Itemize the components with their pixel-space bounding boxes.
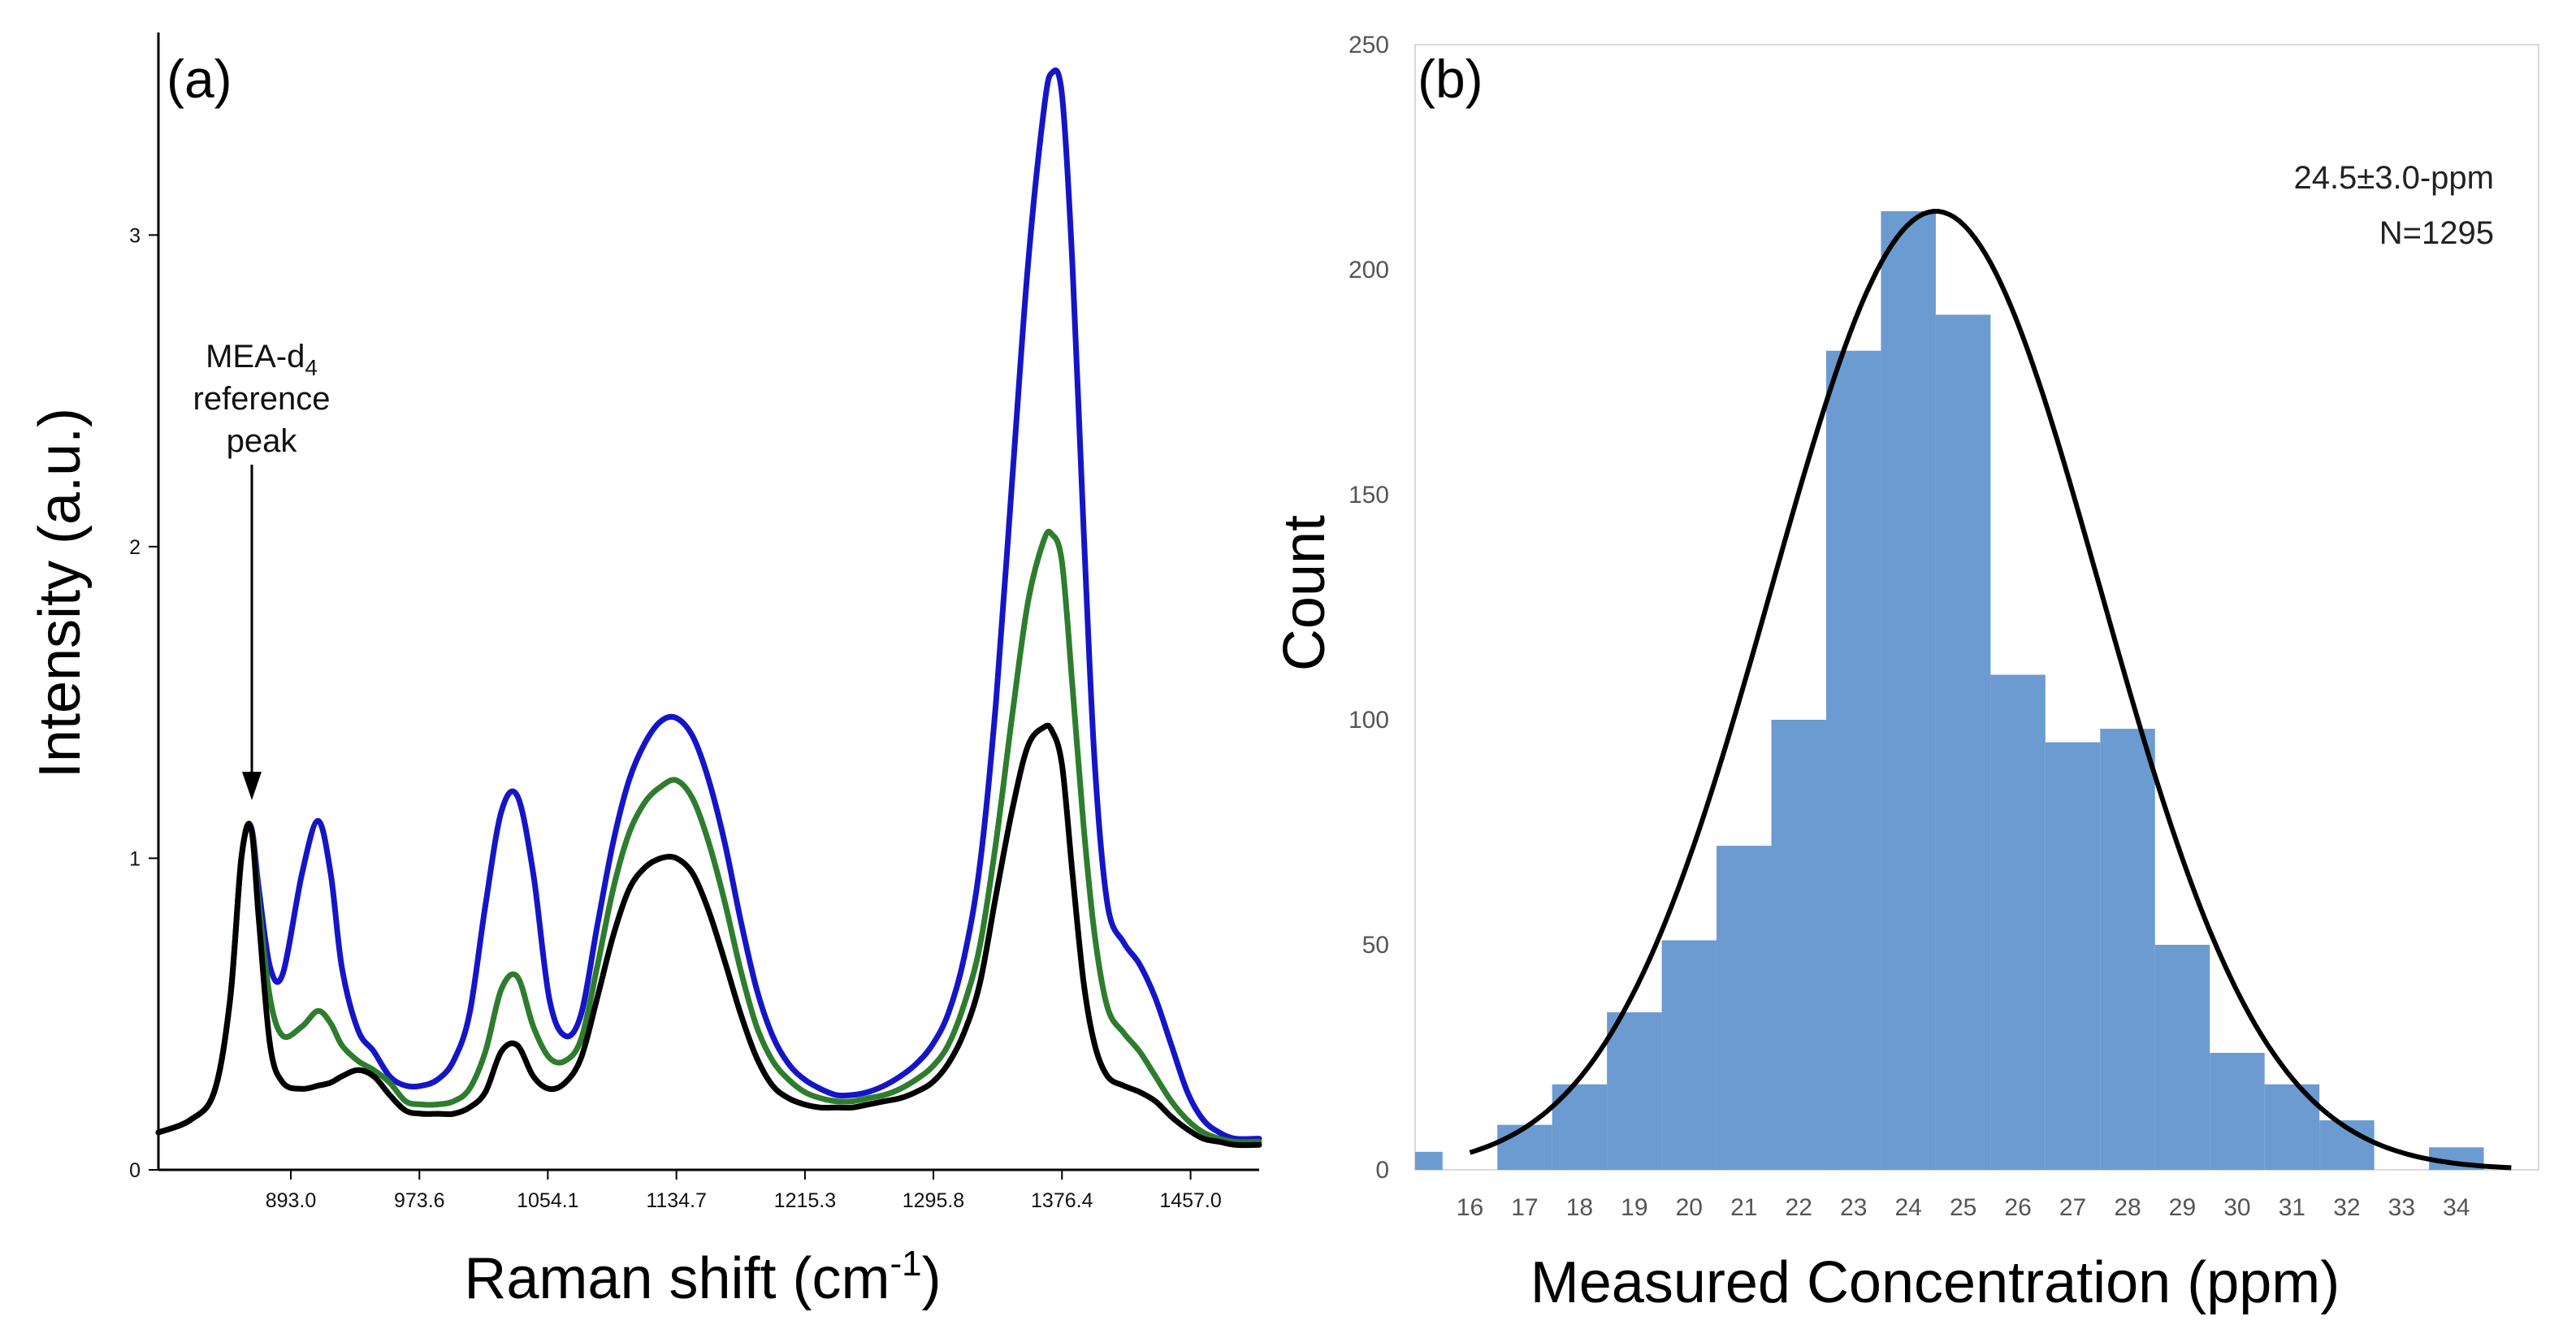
panel-a-raman-spectra: 893.0 973.6 1054.1 1134.7 1215.3 1295.8 1376.4… <box>28 32 1262 1311</box>
annotation-line-2: reference <box>193 381 331 417</box>
panel-a-y-ticks: 0 1 2 3 <box>129 224 158 1182</box>
panel-a-axes <box>157 32 1259 1171</box>
panel-b-x-axis-title: Measured Concentration (ppm) <box>1530 1250 2340 1315</box>
x-tick-label: 1215.3 <box>774 1189 836 1212</box>
x-tick-label: 1376.4 <box>1031 1189 1093 1212</box>
y-tick-label: 250 <box>1349 32 1389 58</box>
histogram-bar <box>1607 1012 1662 1170</box>
histogram-bar <box>1497 1124 1552 1170</box>
x-tick-label: 893.0 <box>266 1189 317 1212</box>
y-tick-label: 150 <box>1349 482 1389 509</box>
panel-a-label: (a) <box>167 49 232 109</box>
panel-b-x-ticks: 16 17 18 19 20 21 22 23 24 25 26 27 28 29 30 31 32 33 34 <box>1457 1194 2470 1221</box>
histogram-bar <box>1881 210 1936 1171</box>
x-tick-label: 27 <box>2059 1194 2086 1221</box>
histogram-bars <box>1415 210 2484 1171</box>
x-tick-label: 26 <box>2004 1194 2031 1221</box>
histogram-bar <box>2210 1052 2265 1170</box>
panel-a-y-axis-title: Intensity (a.u.) <box>28 408 93 778</box>
y-tick-label: 3 <box>129 224 141 247</box>
x-tick-label: 29 <box>2169 1194 2196 1221</box>
y-tick-label: 1 <box>129 847 141 870</box>
panel-a-x-ticks: 893.0 973.6 1054.1 1134.7 1215.3 1295.8 1376.4… <box>266 1170 1222 1212</box>
x-tick-label: 1134.7 <box>646 1189 707 1212</box>
gaussian-fit-curve <box>1469 209 2512 1171</box>
histogram-bar <box>1661 940 1717 1170</box>
x-tick-label: 21 <box>1730 1194 1757 1221</box>
x-tick-label: 24 <box>1894 1194 1921 1221</box>
y-tick-label: 100 <box>1349 707 1389 734</box>
histogram-bar <box>1825 350 1881 1171</box>
x-tick-label: 31 <box>2279 1194 2305 1221</box>
reference-peak-annotation: MEA-d4 reference peak <box>193 339 331 800</box>
x-tick-label: 973.6 <box>394 1189 445 1212</box>
x-tick-label: 18 <box>1566 1194 1593 1221</box>
histogram-bar <box>1717 846 1772 1170</box>
x-tick-label: 19 <box>1621 1194 1647 1221</box>
x-tick-label: 25 <box>1950 1194 1976 1221</box>
x-tick-label: 32 <box>2333 1194 2360 1221</box>
x-tick-label: 22 <box>1786 1194 1812 1221</box>
x-tick-label: 1457.0 <box>1159 1189 1221 1212</box>
histogram-bar <box>1415 1151 1443 1170</box>
histogram-bar <box>1771 720 1826 1170</box>
x-tick-label: 33 <box>2388 1194 2415 1221</box>
x-tick-label: 34 <box>2443 1194 2470 1221</box>
histogram-bar <box>1990 674 2046 1170</box>
spectrum-line-black <box>155 722 1262 1149</box>
x-tick-label: 1054.1 <box>517 1189 578 1212</box>
x-tick-label: 20 <box>1676 1194 1703 1221</box>
panel-b-histogram: 16 17 18 19 20 21 22 23 24 25 26 27 28 29 30 31 32 33 34 0… <box>1272 32 2539 1315</box>
histogram-bar <box>2045 742 2101 1170</box>
panel-b-y-ticks: 0 50 100 150 200 250 <box>1349 32 1389 1184</box>
panel-b-y-axis-title: Count <box>1272 515 1337 671</box>
x-tick-label: 30 <box>2223 1194 2250 1221</box>
annotation-line-1: MEA-d4 <box>206 339 318 380</box>
panel-b-label: (b) <box>1418 49 1483 109</box>
spectrum-line-green <box>155 528 1262 1145</box>
annotation-line-3: peak <box>227 423 298 459</box>
y-tick-label: 2 <box>129 536 141 559</box>
x-tick-label: 28 <box>2114 1194 2141 1221</box>
annotation-arrow-head <box>242 772 262 800</box>
y-tick-label: 0 <box>1375 1157 1389 1184</box>
histogram-bar <box>2154 945 2210 1170</box>
x-tick-label: 1295.8 <box>903 1189 964 1212</box>
x-tick-label: 23 <box>1840 1194 1867 1221</box>
histogram-bar <box>1935 314 1991 1170</box>
y-tick-label: 0 <box>129 1159 141 1182</box>
x-tick-label: 16 <box>1457 1194 1483 1221</box>
spectra-series-group <box>155 67 1262 1149</box>
panel-a-x-axis-title: Raman shift (cm-1) <box>464 1244 941 1311</box>
spectrum-line-blue <box>155 67 1262 1142</box>
stats-mean-sd: 24.5±3.0-ppm <box>2293 160 2494 196</box>
stats-n: N=1295 <box>2379 215 2494 251</box>
y-tick-label: 50 <box>1362 932 1389 959</box>
y-tick-label: 200 <box>1349 257 1389 284</box>
histogram-bar <box>2100 729 2155 1170</box>
x-tick-label: 17 <box>1511 1194 1538 1221</box>
